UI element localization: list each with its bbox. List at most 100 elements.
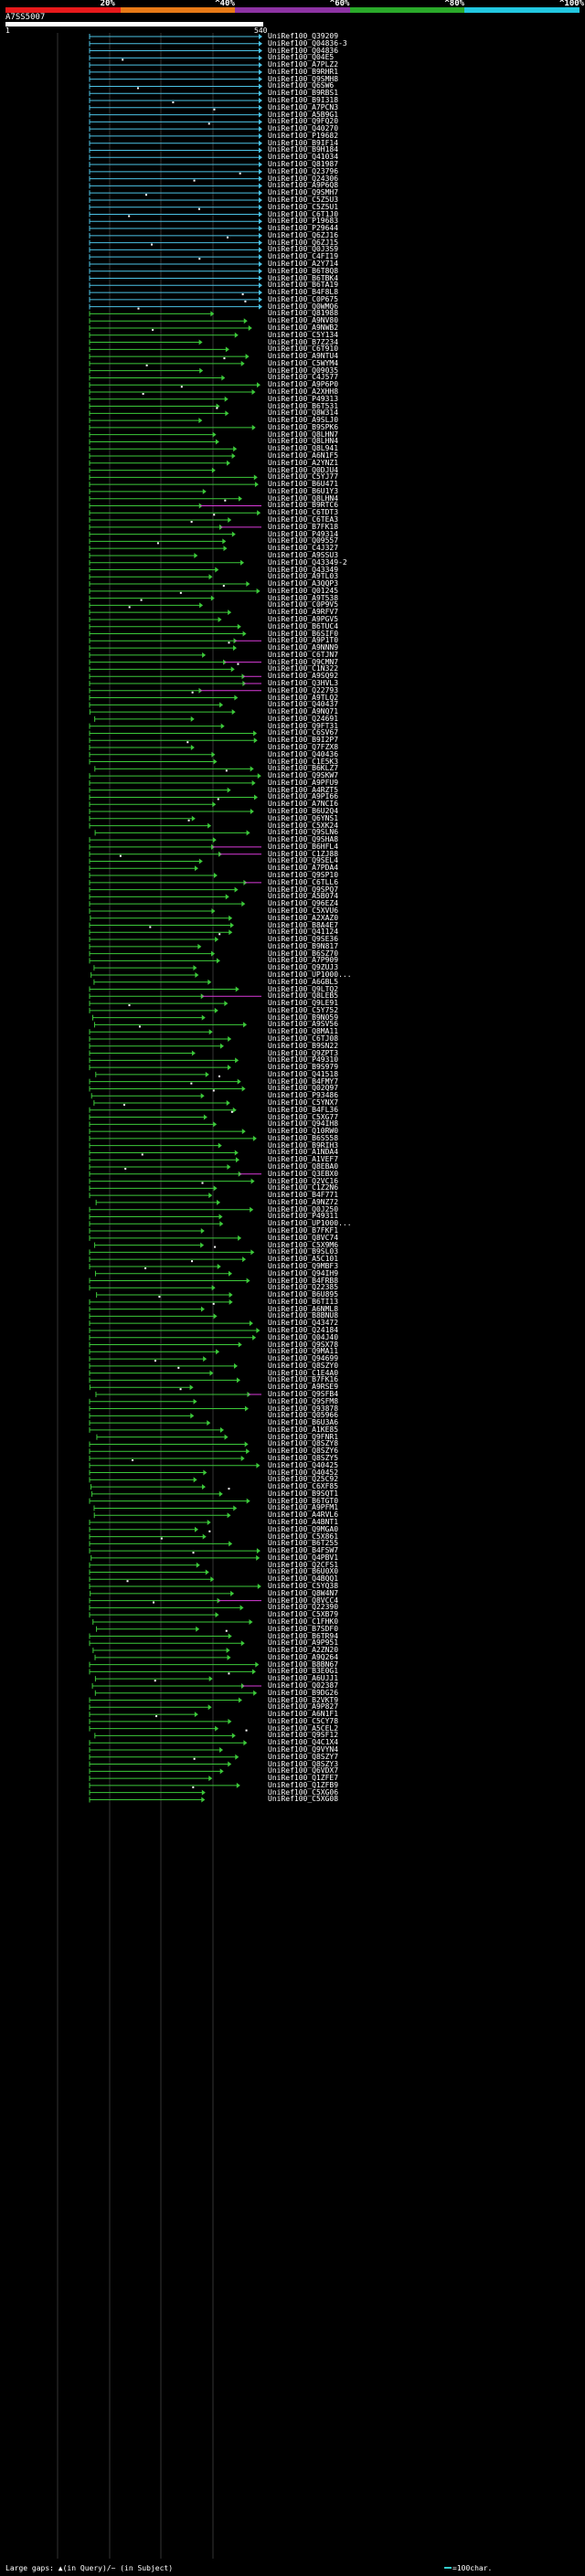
- hit-label[interactable]: UniRef100_A9SV56: [268, 1020, 339, 1029]
- hit-label[interactable]: UniRef100_A9P951: [268, 1638, 339, 1648]
- hit-label[interactable]: UniRef100_UP1000...: [268, 1219, 352, 1228]
- hit-label[interactable]: UniRef100_C6T910: [268, 345, 339, 354]
- hit-label[interactable]: UniRef100_Q0WMQ6: [268, 302, 339, 311]
- hit-label[interactable]: UniRef100_C4J327: [268, 544, 339, 553]
- hit-label[interactable]: UniRef100_Q9SLN6: [268, 828, 339, 837]
- hit-label[interactable]: UniRef100_A4RZT5: [268, 785, 339, 794]
- hit-label[interactable]: UniRef100_Q9MA11: [268, 1347, 339, 1356]
- hit-label[interactable]: UniRef100_Q24306: [268, 174, 339, 183]
- hit-label[interactable]: UniRef100_A9SLJ0: [268, 416, 339, 425]
- hit-label[interactable]: UniRef100_B9SL03: [268, 1247, 339, 1256]
- hit-label[interactable]: UniRef100_A1NDA4: [268, 1148, 339, 1157]
- hit-label[interactable]: UniRef100_C5XG08: [268, 1795, 339, 1804]
- hit-label[interactable]: UniRef100_Q9SEL4: [268, 856, 339, 865]
- hit-label[interactable]: UniRef100_Q23796: [268, 166, 339, 175]
- hit-label[interactable]: UniRef100_Q40452: [268, 1468, 339, 1477]
- hit-label[interactable]: UniRef100_A9PGV5: [268, 614, 339, 623]
- hit-label[interactable]: UniRef100_Q9ZPT3: [268, 1048, 339, 1057]
- hit-label[interactable]: UniRef100_C1ZJ88: [268, 849, 339, 858]
- hit-label[interactable]: UniRef100_B4FSW7: [268, 1546, 339, 1555]
- hit-label[interactable]: UniRef100_C5XG06: [268, 1787, 339, 1797]
- hit-label[interactable]: UniRef100_C5Z5U1: [268, 202, 339, 211]
- hit-label[interactable]: UniRef100_A9P827: [268, 1702, 339, 1712]
- hit-label[interactable]: UniRef100_A2Y714: [268, 259, 339, 268]
- hit-label[interactable]: UniRef100_Q9ZUJ3: [268, 963, 339, 972]
- hit-label[interactable]: UniRef100_Q8L941: [268, 444, 339, 453]
- hit-label[interactable]: UniRef100_A9P6Q8: [268, 181, 339, 190]
- hit-label[interactable]: UniRef100_Q8VCC4: [268, 1595, 339, 1605]
- hit-label[interactable]: UniRef100_Q43472: [268, 1319, 339, 1328]
- hit-label[interactable]: UniRef100_Q24691: [268, 714, 339, 723]
- hit-label[interactable]: UniRef100_B6SZ70: [268, 949, 339, 958]
- hit-label[interactable]: UniRef100_A9NZ72: [268, 1197, 339, 1206]
- hit-label[interactable]: UniRef100_A9PFM1: [268, 1503, 339, 1512]
- hit-label[interactable]: UniRef100_Q4C1X4: [268, 1738, 339, 1747]
- hit-label[interactable]: UniRef100_A9NTU4: [268, 352, 339, 361]
- hit-label[interactable]: UniRef100_Q9LE91: [268, 999, 339, 1008]
- hit-label[interactable]: UniRef100_P49311: [268, 1212, 339, 1221]
- hit-label[interactable]: UniRef100_A1VEF7: [268, 1155, 339, 1164]
- hit-label[interactable]: UniRef100_C5YNX7: [268, 1098, 339, 1107]
- hit-label[interactable]: UniRef100_B3E0G1: [268, 1667, 339, 1676]
- hit-label[interactable]: UniRef100_Q94IH9: [268, 1268, 339, 1277]
- hit-label[interactable]: UniRef100_Q9VYN4: [268, 1744, 339, 1754]
- hit-label[interactable]: UniRef100_Q40436: [268, 749, 339, 758]
- hit-label[interactable]: UniRef100_C1FHK0: [268, 1617, 339, 1626]
- hit-label[interactable]: UniRef100_C1E5K3: [268, 757, 339, 766]
- hit-label[interactable]: UniRef100_Q40425: [268, 1460, 339, 1469]
- hit-label[interactable]: UniRef100_B7SDF0: [268, 1624, 339, 1633]
- hit-label[interactable]: UniRef100_A9P1T0: [268, 636, 339, 645]
- hit-label[interactable]: UniRef100_A6GBL5: [268, 977, 339, 986]
- hit-label[interactable]: UniRef100_Q6VDX7: [268, 1766, 339, 1776]
- hit-label[interactable]: UniRef100_Q9SHA8: [268, 835, 339, 844]
- hit-label[interactable]: UniRef100_C5Y134: [268, 330, 339, 339]
- hit-label[interactable]: UniRef100_C5WYM4: [268, 358, 339, 367]
- hit-label[interactable]: UniRef100_Q9MBF3: [268, 1261, 339, 1270]
- hit-label[interactable]: UniRef100_Q8SZY8: [268, 1439, 339, 1448]
- hit-label[interactable]: UniRef100_B9I318: [268, 96, 339, 105]
- hit-label[interactable]: UniRef100_A9PFU9: [268, 778, 339, 787]
- hit-label[interactable]: UniRef100_Q9SE36: [268, 935, 339, 944]
- hit-label[interactable]: UniRef100_Q9SP10: [268, 871, 339, 880]
- hit-label[interactable]: UniRef100_C6TDT3: [268, 508, 339, 517]
- hit-label[interactable]: UniRef100_B6T8Q8: [268, 266, 339, 275]
- hit-label[interactable]: UniRef100_P49313: [268, 394, 339, 403]
- hit-label[interactable]: UniRef100_C5XK24: [268, 821, 339, 830]
- hit-label[interactable]: UniRef100_Q96EZ4: [268, 899, 339, 908]
- hit-label[interactable]: UniRef100_Q40437: [268, 700, 339, 709]
- hit-label[interactable]: UniRef100_Q9LTQ2: [268, 984, 339, 993]
- hit-label[interactable]: UniRef100_C5YQ38: [268, 1582, 339, 1591]
- hit-label[interactable]: UniRef100_B6TA19: [268, 281, 339, 290]
- hit-label[interactable]: UniRef100_A5CEL2: [268, 1723, 339, 1733]
- hit-label[interactable]: UniRef100_C5X9M6: [268, 1240, 339, 1249]
- hit-label[interactable]: UniRef100_Q6SW6: [268, 81, 335, 90]
- hit-label[interactable]: UniRef100_Q8LHN4: [268, 493, 339, 503]
- hit-label[interactable]: UniRef100_B8A4E7: [268, 920, 339, 929]
- hit-label[interactable]: UniRef100_A5B9G1: [268, 110, 339, 119]
- hit-label[interactable]: UniRef100_A9NNN9: [268, 643, 339, 652]
- hit-label[interactable]: UniRef100_B6TBK4: [268, 273, 339, 282]
- hit-label[interactable]: UniRef100_Q22390: [268, 1603, 339, 1612]
- hit-label[interactable]: UniRef100_Q04J40: [268, 1332, 339, 1341]
- hit-label[interactable]: UniRef100_B6U471: [268, 480, 339, 489]
- hit-label[interactable]: UniRef100_P19683: [268, 217, 339, 226]
- hit-label[interactable]: UniRef100_C4FI19: [268, 252, 339, 261]
- hit-label[interactable]: UniRef100_Q7FZX8: [268, 743, 339, 751]
- hit-label[interactable]: UniRef100_Q22793: [268, 685, 339, 694]
- hit-label[interactable]: UniRef100_Q3EBX0: [268, 1169, 339, 1178]
- hit-label[interactable]: UniRef100_A7PLZ2: [268, 60, 339, 69]
- hit-label[interactable]: UniRef100_A6NML8: [268, 1304, 339, 1313]
- hit-label[interactable]: UniRef100_B9RBS1: [268, 89, 339, 98]
- hit-label[interactable]: UniRef100_Q02387: [268, 1680, 339, 1690]
- hit-label[interactable]: UniRef100_Q43349-2: [268, 557, 347, 567]
- hit-label[interactable]: UniRef100_Q39209: [268, 32, 339, 40]
- hit-label[interactable]: UniRef100_C1N322: [268, 664, 339, 673]
- hit-label[interactable]: UniRef100_Q94IH8: [268, 1119, 339, 1129]
- hit-label[interactable]: UniRef100_A9TL03: [268, 572, 339, 581]
- hit-label[interactable]: UniRef100_Q25C92: [268, 1475, 339, 1484]
- hit-label[interactable]: UniRef100_B4FL36: [268, 1105, 339, 1114]
- hit-label[interactable]: UniRef100_B9S979: [268, 1063, 339, 1072]
- hit-label[interactable]: UniRef100_B2VKT9: [268, 1695, 339, 1704]
- hit-label[interactable]: UniRef100_A9T538: [268, 593, 339, 602]
- hit-label[interactable]: UniRef100_Q1ZFB9: [268, 1780, 339, 1789]
